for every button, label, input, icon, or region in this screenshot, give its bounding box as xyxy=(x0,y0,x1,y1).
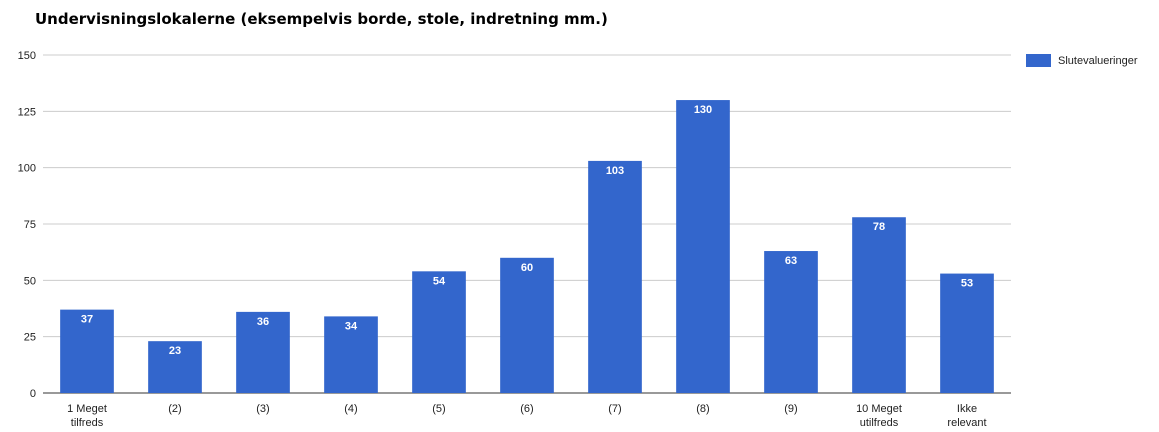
x-tick-label: (9) xyxy=(784,403,797,415)
data-label: 103 xyxy=(606,165,624,177)
x-tick-label: (3) xyxy=(256,403,269,415)
x-tick-label: (7) xyxy=(608,403,621,415)
x-axis-ticks: 1 Meget tilfreds (2) (3) (4) (5) (6) (7) (8) (9) 1… xyxy=(67,403,986,429)
data-label: 37 xyxy=(81,314,93,326)
bar[interactable] xyxy=(500,257,554,393)
bar[interactable] xyxy=(236,311,290,393)
x-tick-label: 10 Meget xyxy=(856,403,902,415)
bar[interactable] xyxy=(324,316,378,393)
x-tick-label: (6) xyxy=(520,403,533,415)
bar[interactable] xyxy=(764,251,818,393)
y-tick-label: 50 xyxy=(24,275,36,287)
legend-label: Slutevalueringer xyxy=(1058,55,1138,67)
legend[interactable]: Slutevalueringer xyxy=(1026,54,1138,67)
data-label: 63 xyxy=(785,255,797,267)
data-label: 34 xyxy=(345,320,358,332)
data-label: 36 xyxy=(257,316,269,328)
x-tick-label: Ikke xyxy=(957,403,977,415)
chart-title: Undervisningslokalerne (eksempelvis bord… xyxy=(35,10,608,28)
legend-swatch xyxy=(1026,54,1051,67)
x-tick-label: utilfreds xyxy=(860,417,899,429)
data-label: 23 xyxy=(169,345,181,357)
x-tick-label: (2) xyxy=(168,403,181,415)
bar[interactable] xyxy=(588,160,642,393)
y-tick-label: 125 xyxy=(18,106,36,118)
x-tick-label: (5) xyxy=(432,403,445,415)
y-tick-label: 75 xyxy=(24,219,36,231)
bar[interactable] xyxy=(412,271,466,393)
x-tick-label: (4) xyxy=(344,403,357,415)
bar[interactable] xyxy=(852,217,906,393)
x-tick-label: tilfreds xyxy=(71,417,104,429)
data-label: 54 xyxy=(433,275,446,287)
x-tick-label: relevant xyxy=(947,417,986,429)
y-tick-label: 100 xyxy=(18,163,36,175)
data-label: 60 xyxy=(521,262,533,274)
x-tick-label: (8) xyxy=(696,403,709,415)
y-tick-label: 0 xyxy=(30,388,36,400)
bars xyxy=(60,100,994,394)
data-labels: 37 23 36 34 54 60 103 130 63 78 53 xyxy=(81,104,973,357)
data-label: 53 xyxy=(961,278,973,290)
y-axis-ticks: 0 25 50 75 100 125 150 xyxy=(18,50,36,400)
bar[interactable] xyxy=(676,100,730,394)
y-tick-label: 150 xyxy=(18,50,36,62)
bar[interactable] xyxy=(60,309,114,393)
x-tick-label: 1 Meget xyxy=(67,403,107,415)
data-label: 130 xyxy=(694,104,712,116)
bar[interactable] xyxy=(148,341,202,393)
y-tick-label: 25 xyxy=(24,332,36,344)
bar[interactable] xyxy=(940,273,994,393)
data-label: 78 xyxy=(873,221,885,233)
